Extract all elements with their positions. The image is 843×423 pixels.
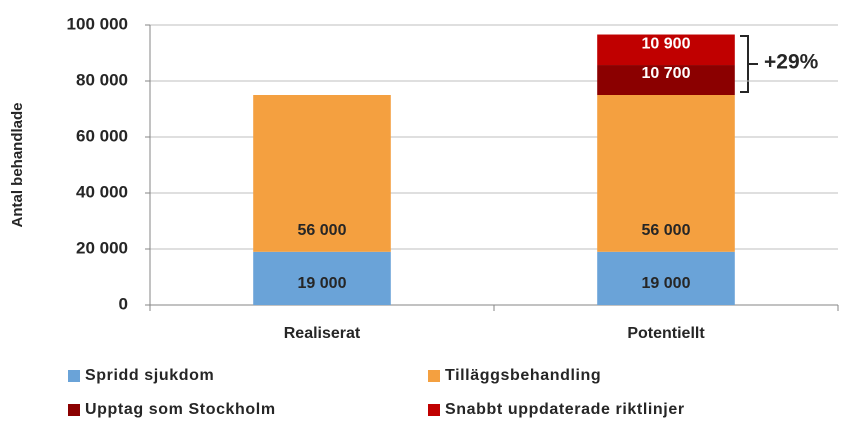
y-tick-label: 20 000 (76, 238, 128, 257)
legend-swatch (428, 404, 440, 416)
value-label: 56 000 (642, 222, 691, 239)
y-tick-label: 0 (119, 294, 128, 313)
y-tick-label: 80 000 (76, 70, 128, 89)
x-tick-label: Potentiellt (627, 325, 705, 342)
value-label: 10 700 (642, 65, 691, 82)
bar-segment (253, 95, 391, 252)
y-tick-label: 100 000 (67, 14, 128, 33)
legend-label: Spridd sjukdom (85, 367, 214, 384)
bar-segment (597, 34, 735, 66)
y-axis-label: Antal behandlade (9, 102, 26, 227)
legend-swatch (428, 370, 440, 382)
bar-segment (253, 251, 391, 305)
legend-label: Snabbt uppdaterade riktlinjer (445, 401, 685, 418)
bracket (740, 35, 758, 93)
bar-segment (597, 251, 735, 305)
y-tick-label: 60 000 (76, 126, 128, 145)
value-label: 19 000 (298, 275, 347, 292)
y-tick-label: 40 000 (76, 182, 128, 201)
legend-swatch (68, 404, 80, 416)
value-label: 19 000 (642, 275, 691, 292)
value-label: 56 000 (298, 222, 347, 239)
legend-label: Tilläggsbehandling (445, 367, 601, 384)
value-label: 10 900 (642, 35, 691, 52)
legend-label: Upptag som Stockholm (85, 401, 276, 418)
legend-swatch (68, 370, 80, 382)
bar-segment (597, 65, 735, 95)
bar-segment (597, 95, 735, 252)
annotation: +29% (764, 51, 819, 74)
x-tick-label: Realiserat (284, 325, 361, 342)
